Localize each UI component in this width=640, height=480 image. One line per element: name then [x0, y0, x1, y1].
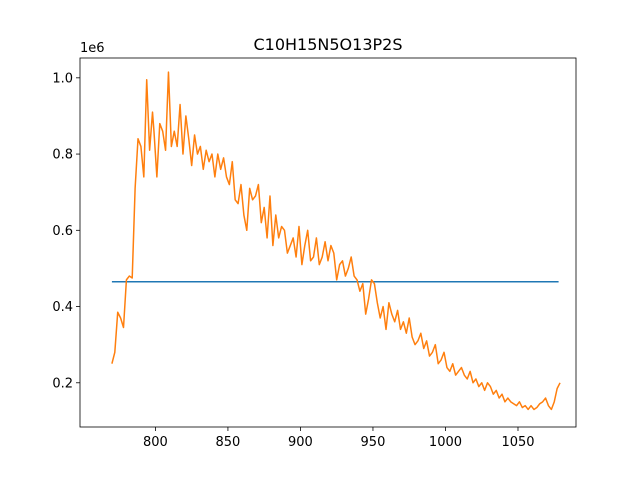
x-tick-label: 1050: [501, 435, 534, 450]
x-tick-label: 900: [288, 435, 313, 450]
y-axis: 0.2 0.4 0.6 0.8 1.0: [52, 71, 80, 391]
x-axis: 800 850 900 950 1000 1050: [143, 427, 535, 450]
x-tick-label: 950: [361, 435, 386, 450]
y-tick-label: 0.8: [52, 148, 73, 163]
y-tick-label: 0.2: [52, 376, 73, 391]
chart-title: C10H15N5O13P2S: [253, 35, 402, 54]
y-tick-label: 0.4: [52, 300, 73, 315]
y-tick-label: 1.0: [52, 71, 73, 86]
x-tick-label: 850: [216, 435, 241, 450]
plot-content: [111, 71, 561, 411]
y-offset-label: 1e6: [80, 41, 105, 56]
x-tick-label: 1000: [429, 435, 462, 450]
y-tick-label: 0.6: [52, 224, 73, 239]
x-tick-label: 800: [143, 435, 168, 450]
plot-frame: [79, 57, 577, 428]
series-line-1: [111, 71, 561, 411]
